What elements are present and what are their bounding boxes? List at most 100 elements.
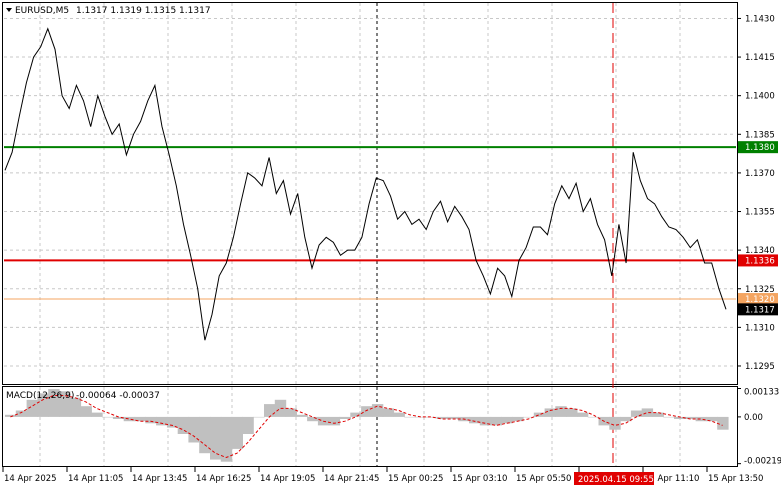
macd-histogram-bar — [490, 416, 502, 426]
macd-histogram-bar — [684, 416, 697, 419]
macd-histogram-bar — [630, 410, 643, 417]
macd-histogram-bar — [166, 416, 179, 428]
macd-histogram-bar — [69, 397, 82, 417]
macd-histogram-bar — [210, 416, 222, 460]
red-level-label: 1.1336 — [745, 256, 775, 266]
macd-histogram-bar — [425, 416, 438, 418]
macd-histogram-bar — [253, 416, 265, 418]
macd-histogram-bar — [188, 416, 200, 443]
macd-histogram-bar — [264, 404, 276, 417]
macd-histogram-bar — [307, 416, 319, 422]
macd-histogram-bar — [199, 416, 211, 454]
macd-histogram-bar — [274, 399, 287, 417]
macd-histogram-bar — [285, 408, 297, 417]
price-tick-label: 1.1325 — [745, 285, 775, 295]
macd-histogram-bar — [156, 416, 168, 426]
macd-histogram-bar — [5, 414, 17, 417]
macd-histogram-bar — [501, 416, 513, 424]
macd-histogram-bar — [59, 391, 71, 417]
time-tick-label: 14 Apr 16:25 — [196, 474, 251, 484]
macd-tick-label: -0.00219 — [744, 457, 781, 467]
price-tick-label: 1.1370 — [745, 169, 775, 179]
time-tick-label: 15 Apr 00:25 — [388, 474, 443, 484]
macd-histogram-bar — [641, 408, 654, 417]
current-price-label: 1.1317 — [745, 305, 775, 315]
price-tick-label: 1.1415 — [745, 53, 775, 63]
macd-histogram-bar — [609, 416, 621, 430]
macd-histogram-bar — [382, 408, 395, 417]
macd-histogram-bar — [706, 416, 718, 422]
time-tick-label: 15 Apr 13:50 — [708, 474, 763, 484]
macd-histogram-bar — [469, 416, 481, 424]
macd-histogram-bar — [91, 412, 103, 417]
macd-histogram-bar — [37, 393, 49, 417]
price-grid — [4, 3, 736, 384]
macd-histogram-bar — [339, 416, 351, 419]
macd-histogram-bar — [177, 416, 190, 434]
macd-histogram-bar — [393, 412, 405, 417]
macd-histogram-bar — [576, 412, 589, 417]
macd-histogram-bar — [350, 412, 362, 417]
macd-histogram-bar — [695, 416, 707, 422]
orange-level-label: 1.1320 — [745, 295, 775, 305]
macd-histogram-bar — [523, 416, 535, 418]
price-series — [4, 27, 727, 341]
time-tick-label: 15 Apr 05:50 — [516, 474, 571, 484]
macd-histogram-bar — [102, 416, 114, 418]
symbol-label: EURUSD,M5 — [15, 6, 69, 16]
time-axis: 14 Apr 2025 14 Apr 11:05 14 Apr 13:45 14 Ap… — [2, 467, 763, 485]
ohlc-values: 1.1317 1.1319 1.1315 1.1317 — [76, 6, 211, 16]
macd-histogram-bar — [674, 416, 686, 419]
current-price-badge — [738, 303, 778, 316]
macd-histogram-bar — [555, 406, 567, 417]
price-line — [4, 27, 727, 341]
macd-histogram-bar — [652, 412, 664, 417]
macd-histogram-bar — [663, 416, 675, 418]
macd-histogram-bar — [566, 408, 578, 417]
macd-histogram-bar — [479, 416, 492, 426]
symbol-dropdown-icon[interactable] — [6, 8, 12, 12]
price-tick-label: 1.1400 — [745, 92, 775, 102]
macd-tick-label: 0.00 — [744, 413, 763, 423]
price-axis: 1.1430 1.1415 1.1400 1.1385 1.1370 1.1355 1.13… — [737, 14, 778, 372]
time-tick-label: 14 Apr 13:45 — [132, 474, 187, 484]
macd-histogram-bar — [145, 416, 157, 424]
macd-histogram-bar — [533, 412, 546, 417]
price-tick-label: 1.1430 — [745, 14, 775, 24]
macd-indicator — [5, 389, 729, 462]
macd-histogram-bar — [242, 416, 254, 434]
macd-histogram-bar — [717, 416, 729, 430]
macd-signal-line — [10, 395, 723, 459]
time-tick-label: 14 Apr 11:05 — [68, 474, 123, 484]
macd-histogram-bar — [134, 416, 146, 422]
macd-histogram-bar — [296, 414, 308, 417]
time-tick-label: 14 Apr 2025 — [4, 474, 57, 484]
macd-histogram-bar — [404, 416, 416, 418]
crosshair-time-label: 2025.04.15 09:55 — [578, 475, 654, 485]
macd-histogram-bar — [371, 404, 384, 417]
macd-histogram-bar — [512, 416, 524, 422]
macd-histogram-bar — [436, 416, 448, 419]
green-level-badge — [738, 141, 778, 154]
macd-label: MACD(12,26,9) — [6, 391, 74, 401]
price-tick-label: 1.1340 — [745, 246, 775, 256]
price-pane[interactable] — [2, 2, 738, 385]
orange-level-badge — [738, 293, 778, 306]
macd-histogram-bar — [220, 416, 233, 462]
macd-histogram-bar — [328, 416, 341, 426]
time-tick-label: 15 Apr 03:10 — [452, 474, 507, 484]
time-tick-label: 15 Apr 11:10 — [644, 474, 699, 484]
macd-histogram-bar — [80, 406, 92, 417]
macd-histogram-bar — [123, 416, 136, 422]
macd-histogram-bar — [15, 410, 28, 417]
green-level-label: 1.1380 — [745, 143, 775, 153]
macd-tick-label: 0.00133 — [744, 387, 779, 397]
price-tick-label: 1.1295 — [745, 362, 775, 372]
price-tick-label: 1.1385 — [745, 130, 775, 140]
macd-histogram-bar — [544, 408, 556, 417]
macd-histogram-bar — [587, 416, 600, 418]
macd-histogram-bar — [26, 399, 38, 417]
macd-histogram-bar — [112, 416, 125, 419]
macd-histogram-bar — [361, 406, 373, 417]
